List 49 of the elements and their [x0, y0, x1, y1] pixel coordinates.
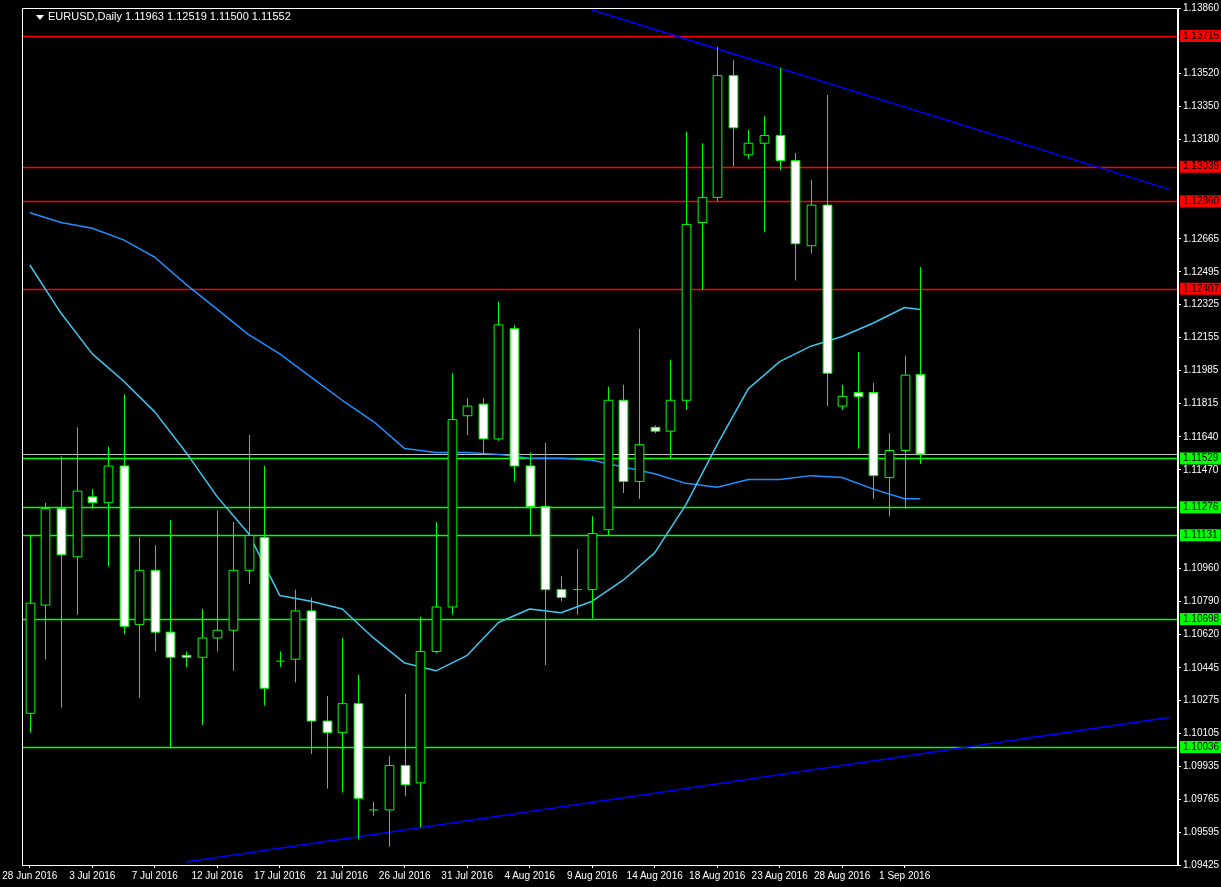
candlestick	[572, 548, 583, 616]
y-tick-label: 1.13520	[1183, 67, 1220, 79]
y-tick-label: 1.12495	[1183, 265, 1220, 277]
y-tick-label: 1.13860	[1183, 1, 1220, 13]
ref-line-label: 1.11131	[1183, 529, 1219, 541]
y-tick-label: 1.10105	[1183, 727, 1220, 739]
y-tick-label: 1.10790	[1183, 594, 1220, 606]
y-tick-label: 1.12665	[1183, 232, 1220, 244]
y-tick-label: 1.10960	[1183, 562, 1220, 574]
y-tick-label: 1.11985	[1183, 364, 1219, 376]
y-tick-label: 1.09935	[1183, 760, 1220, 772]
y-tick-label: 1.09595	[1183, 825, 1220, 837]
x-tick-label: 9 Aug 2016	[566, 869, 618, 881]
y-tick-label: 1.10445	[1183, 661, 1220, 673]
x-tick-label: 7 Jul 2016	[131, 869, 179, 881]
x-tick-label: 21 Jul 2016	[316, 869, 369, 881]
x-tick-label: 18 Aug 2016	[689, 869, 746, 881]
y-tick-label: 1.13180	[1183, 133, 1220, 145]
ref-line-label: 1.10036	[1183, 740, 1220, 752]
x-tick-label: 4 Aug 2016	[504, 869, 556, 881]
x-tick-label: 12 Jul 2016	[191, 869, 244, 881]
x-tick-label: 28 Jun 2016	[2, 869, 58, 881]
x-tick-label: 31 Jul 2016	[441, 869, 494, 881]
chart-title: EURUSD,Daily 1.11963 1.12519 1.11500 1.11552	[48, 10, 291, 22]
x-tick-label: 17 Jul 2016	[253, 869, 307, 881]
y-tick-label: 1.09765	[1183, 793, 1220, 805]
x-tick-label: 1 Sep 2016	[879, 869, 931, 881]
x-tick-label: 26 Jul 2016	[378, 869, 432, 881]
y-tick-label: 1.09425	[1183, 858, 1220, 870]
y-tick-label: 1.11470	[1183, 463, 1219, 475]
ref-line-label: 1.11276	[1183, 501, 1219, 513]
ref-line-label: 1.12407	[1183, 282, 1220, 294]
candlestick	[275, 650, 286, 668]
y-tick-label: 1.10620	[1183, 627, 1220, 639]
y-tick-label: 1.11815	[1183, 396, 1219, 408]
x-tick-label: 28 Aug 2016	[814, 869, 871, 881]
ref-line-label: 1.13715	[1183, 29, 1220, 41]
x-tick-label: 23 Aug 2016	[751, 869, 809, 881]
y-tick-label: 1.10275	[1183, 694, 1220, 706]
ref-line-label: 1.10698	[1183, 612, 1220, 624]
y-tick-label: 1.12155	[1183, 331, 1220, 343]
x-tick-label: 14 Aug 2016	[626, 869, 684, 881]
ref-line-label: 1.12860	[1183, 194, 1220, 206]
y-tick-label: 1.12325	[1183, 298, 1220, 310]
ref-line-label: 1.11529	[1183, 452, 1219, 464]
x-tick-label: 3 Jul 2016	[69, 869, 116, 881]
y-tick-label: 1.13350	[1183, 100, 1220, 112]
y-tick-label: 1.11640	[1183, 430, 1219, 442]
ref-line-label: 1.13039	[1183, 160, 1220, 172]
